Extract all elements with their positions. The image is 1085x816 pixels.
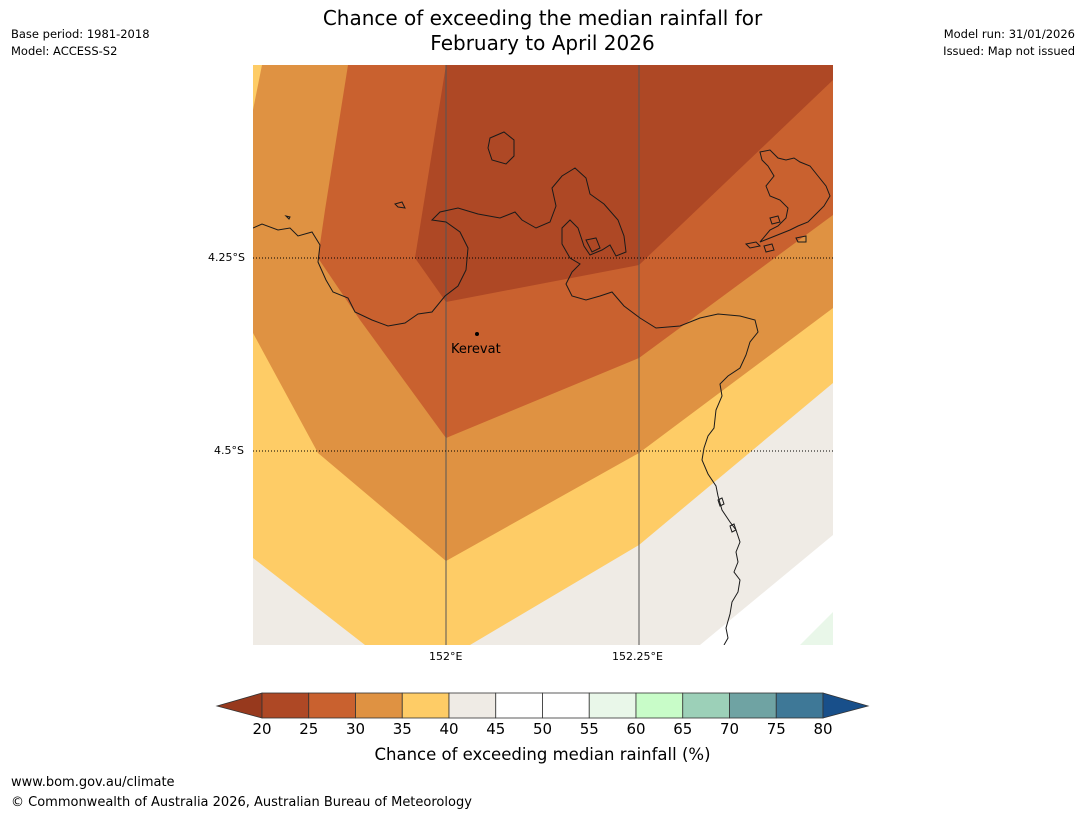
colorbar-under-arrow — [215, 692, 263, 719]
kerevat-marker — [475, 332, 479, 336]
colorbar-cell — [682, 692, 730, 719]
band-50-55 — [800, 612, 833, 645]
colorbar-over-arrow — [822, 692, 870, 719]
coastline — [253, 131, 831, 645]
colorbar-cell — [261, 692, 310, 719]
footer-copyright: © Commonwealth of Australia 2026, Austra… — [11, 795, 472, 810]
place-label-kerevat: Kerevat — [451, 342, 501, 357]
colorbar-tick-label: 20 — [252, 720, 272, 738]
colorbar-cell — [448, 692, 497, 719]
colorbar-tick-label: 65 — [673, 720, 693, 738]
colorbar-caption: Chance of exceeding median rainfall (%) — [374, 745, 711, 764]
colorbar-cell — [635, 692, 684, 719]
lon-label-152: 152°E — [429, 650, 463, 663]
model-run: Model run: 31/01/2026 — [943, 27, 1075, 41]
lat-label-4-25: 4.25°S — [208, 251, 245, 264]
rainfall-map — [253, 65, 833, 645]
colorbar-tick-label: 70 — [719, 720, 740, 738]
colorbar-tick-label: 40 — [439, 720, 459, 738]
meta-left: Base period: 1981-2018 Model: ACCESS-S2 — [11, 26, 150, 60]
colorbar-tick-label: 35 — [392, 720, 412, 738]
base-period: Base period: 1981-2018 — [11, 27, 150, 41]
band-edge-top-left — [253, 65, 262, 110]
band-45-50 — [700, 535, 833, 645]
colorbar-cell — [355, 692, 403, 719]
colorbar-tick-label: 55 — [579, 720, 599, 738]
lon-label-152-25: 152.25°E — [612, 650, 663, 663]
colorbar-cell — [495, 692, 543, 719]
colorbar-tick-label: 80 — [813, 720, 833, 738]
map-title: Chance of exceeding the median rainfall … — [0, 6, 1085, 56]
footer-url[interactable]: www.bom.gov.au/climate — [11, 775, 175, 790]
title-line-1: Chance of exceeding the median rainfall … — [322, 6, 763, 30]
colorbar-cell — [588, 692, 637, 719]
colorbar-cell — [542, 692, 590, 719]
meta-right: Model run: 31/01/2026 Issued: Map not is… — [943, 26, 1075, 60]
colorbar-cell — [308, 692, 356, 719]
colorbar-tick-label: 50 — [532, 720, 553, 738]
colorbar-tick-label: 25 — [299, 720, 319, 738]
colorbar-tick-label: 60 — [626, 720, 646, 738]
colorbar-tick-label: 75 — [766, 720, 786, 738]
colorbar — [215, 692, 870, 719]
colorbar-tick-label: 30 — [345, 720, 366, 738]
model-name: Model: ACCESS-S2 — [11, 44, 118, 58]
band-40-45-south — [253, 545, 639, 645]
colorbar-cell — [775, 692, 824, 719]
issued-status: Issued: Map not issued — [943, 44, 1075, 58]
band-20-25 — [415, 65, 833, 302]
title-line-2: February to April 2026 — [430, 31, 655, 55]
colorbar-cells — [261, 692, 824, 719]
colorbar-cell — [729, 692, 777, 719]
colorbar-cell — [401, 692, 450, 719]
colorbar-tick-label: 45 — [486, 720, 506, 738]
lat-label-4-5: 4.5°S — [214, 444, 244, 457]
